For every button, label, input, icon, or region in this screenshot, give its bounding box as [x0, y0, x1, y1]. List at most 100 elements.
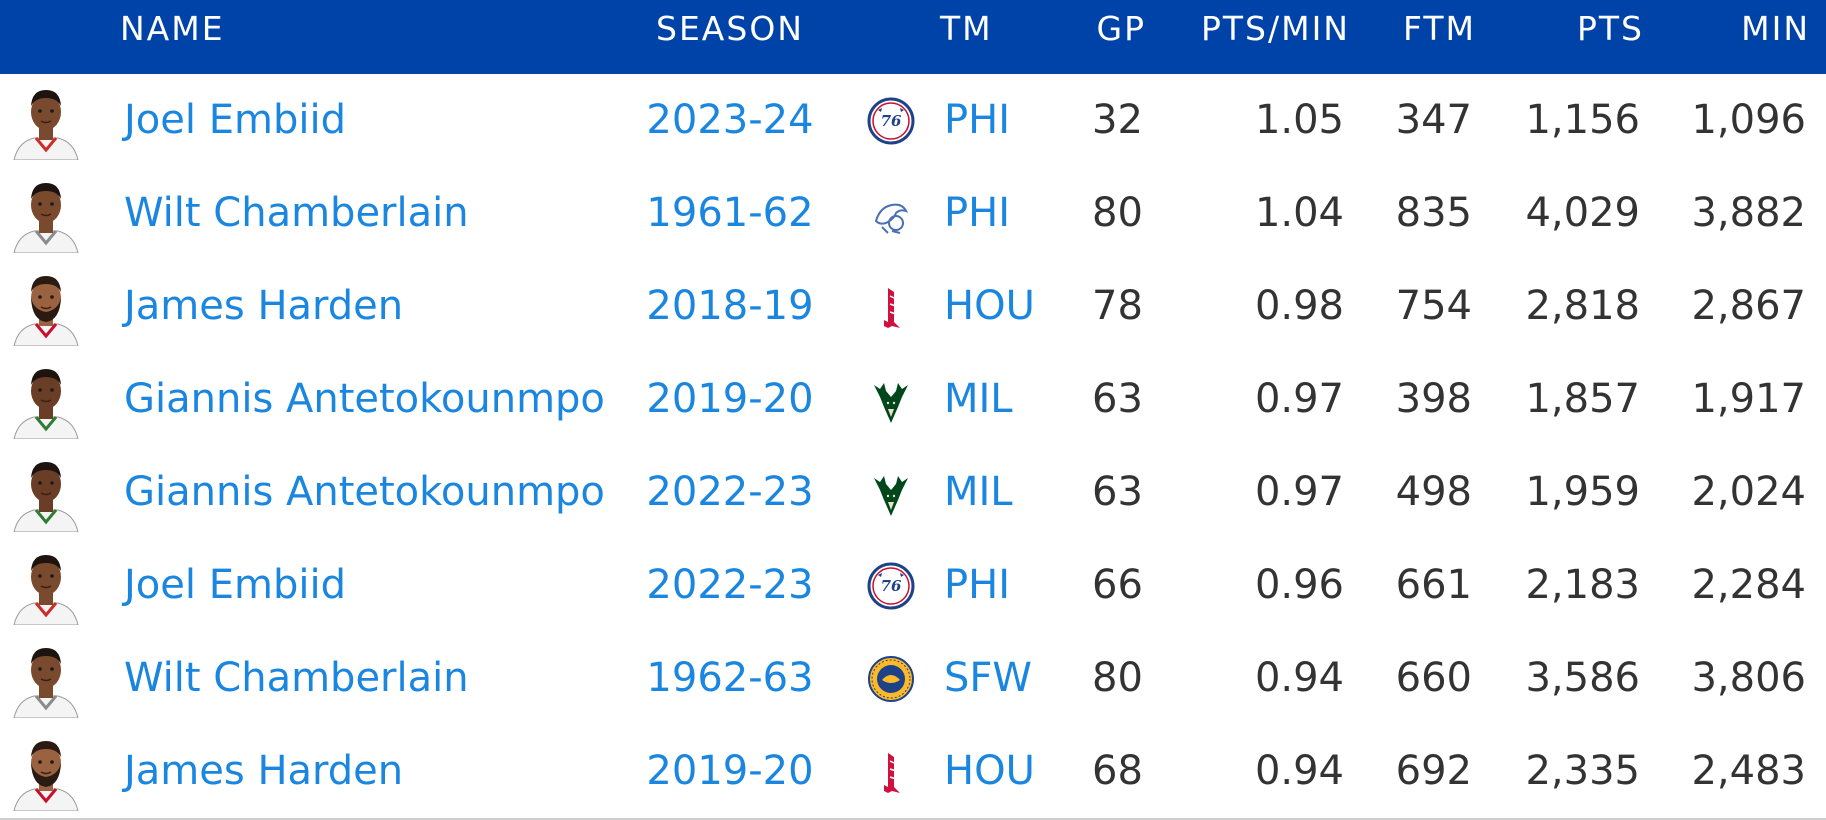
table-row: Giannis Antetokounmpo 2019-20 MIL 63 0.9…	[0, 353, 1826, 448]
pts-per-min-value: 0.94	[1254, 748, 1344, 794]
season-link[interactable]: 2022-23	[646, 469, 814, 515]
ftm-value: 347	[1395, 97, 1472, 143]
team-link[interactable]: PHI	[944, 97, 1010, 143]
player-avatar-icon	[10, 640, 82, 719]
season-link[interactable]: 2023-24	[646, 97, 814, 143]
table-header: NAME SEASON TM GP PTS/MIN FTM PTS MIN	[0, 0, 1826, 74]
table-row: Wilt Chamberlain 1962-63 SFW 80 0.94 660…	[0, 632, 1826, 727]
team-link[interactable]: HOU	[944, 748, 1035, 794]
ftm-value: 661	[1395, 562, 1472, 608]
season-link[interactable]: 1961-62	[646, 190, 814, 236]
pts-per-min-value: 1.05	[1254, 97, 1344, 143]
pts-value: 1,959	[1525, 469, 1640, 515]
player-avatar-icon	[10, 361, 82, 440]
season-link[interactable]: 2018-19	[646, 283, 814, 329]
player-avatar-icon	[10, 268, 82, 347]
gp-value: 80	[1092, 655, 1143, 701]
pts-value: 4,029	[1525, 190, 1640, 236]
ftm-value: 835	[1395, 190, 1472, 236]
team-link[interactable]: MIL	[944, 376, 1013, 422]
gp-value: 78	[1092, 283, 1143, 329]
season-link[interactable]: 2022-23	[646, 562, 814, 608]
table-row: Giannis Antetokounmpo 2022-23 MIL 63 0.9…	[0, 446, 1826, 541]
gp-value: 66	[1092, 562, 1143, 608]
pts-value: 2,335	[1525, 748, 1640, 794]
rockets-logo-icon	[866, 282, 916, 332]
min-value: 1,096	[1691, 97, 1806, 143]
player-avatar-icon	[10, 82, 82, 161]
pts-value: 2,818	[1525, 283, 1640, 329]
team-link[interactable]: PHI	[944, 562, 1010, 608]
pts-value: 2,183	[1525, 562, 1640, 608]
table-row: James Harden 2018-19 HOU 78 0.98 754 2,8…	[0, 260, 1826, 355]
bucks-logo-icon	[866, 375, 916, 425]
min-value: 2,867	[1691, 283, 1806, 329]
player-avatar-icon	[10, 454, 82, 533]
svg-text:76: 76	[881, 577, 902, 595]
table-row: Joel Embiid 2023-24 76 PHI 32 1.05 347 1…	[0, 74, 1826, 169]
76ers-logo-icon: 76	[866, 96, 916, 146]
bucks-logo-icon	[866, 468, 916, 518]
svg-text:76: 76	[881, 112, 902, 130]
col-header-min[interactable]: MIN	[1741, 9, 1810, 48]
ftm-value: 660	[1395, 655, 1472, 701]
table-row: Wilt Chamberlain 1961-62 PHI 80 1.04 835…	[0, 167, 1826, 262]
team-link[interactable]: PHI	[944, 190, 1010, 236]
warriors-vintage-logo-icon	[866, 189, 916, 239]
player-name-link[interactable]: Giannis Antetokounmpo	[124, 376, 605, 422]
pts-value: 3,586	[1525, 655, 1640, 701]
pts-per-min-value: 0.97	[1254, 469, 1344, 515]
gp-value: 80	[1092, 190, 1143, 236]
player-name-link[interactable]: Joel Embiid	[124, 562, 346, 608]
gp-value: 63	[1092, 376, 1143, 422]
min-value: 1,917	[1691, 376, 1806, 422]
pts-per-min-value: 0.94	[1254, 655, 1344, 701]
player-avatar-icon	[10, 733, 82, 812]
player-avatar-icon	[10, 547, 82, 626]
col-header-pts-min[interactable]: PTS/MIN	[1200, 9, 1350, 48]
gp-value: 68	[1092, 748, 1143, 794]
col-header-gp[interactable]: GP	[1096, 9, 1146, 48]
ftm-value: 754	[1395, 283, 1472, 329]
player-name-link[interactable]: Joel Embiid	[124, 97, 346, 143]
season-link[interactable]: 2019-20	[646, 376, 814, 422]
col-header-pts[interactable]: PTS	[1576, 9, 1644, 48]
pts-per-min-value: 1.04	[1254, 190, 1344, 236]
gp-value: 63	[1092, 469, 1143, 515]
rockets-logo-icon	[866, 747, 916, 797]
player-name-link[interactable]: James Harden	[124, 283, 404, 329]
col-header-name[interactable]: NAME	[120, 9, 225, 48]
team-link[interactable]: HOU	[944, 283, 1035, 329]
col-header-ftm[interactable]: FTM	[1402, 9, 1476, 48]
min-value: 3,882	[1691, 190, 1806, 236]
season-link[interactable]: 1962-63	[646, 655, 814, 701]
gp-value: 32	[1092, 97, 1143, 143]
ftm-value: 398	[1395, 376, 1472, 422]
col-header-tm[interactable]: TM	[940, 9, 993, 48]
pts-value: 1,857	[1525, 376, 1640, 422]
min-value: 3,806	[1691, 655, 1806, 701]
team-link[interactable]: MIL	[944, 469, 1013, 515]
pts-per-min-value: 0.97	[1254, 376, 1344, 422]
team-link[interactable]: SFW	[944, 655, 1032, 701]
sf-warriors-logo-icon	[866, 654, 916, 704]
min-value: 2,483	[1691, 748, 1806, 794]
ftm-value: 498	[1395, 469, 1472, 515]
pts-value: 1,156	[1525, 97, 1640, 143]
min-value: 2,024	[1691, 469, 1806, 515]
ftm-value: 692	[1395, 748, 1472, 794]
player-name-link[interactable]: James Harden	[124, 748, 404, 794]
table-row: Joel Embiid 2022-23 76 PHI 66 0.96 661 2…	[0, 539, 1826, 634]
player-name-link[interactable]: Wilt Chamberlain	[124, 655, 469, 701]
player-name-link[interactable]: Giannis Antetokounmpo	[124, 469, 605, 515]
col-header-season[interactable]: SEASON	[656, 9, 804, 48]
pts-per-min-value: 0.96	[1254, 562, 1344, 608]
player-name-link[interactable]: Wilt Chamberlain	[124, 190, 469, 236]
76ers-logo-icon: 76	[866, 561, 916, 611]
player-avatar-icon	[10, 175, 82, 254]
season-link[interactable]: 2019-20	[646, 748, 814, 794]
min-value: 2,284	[1691, 562, 1806, 608]
pts-per-min-value: 0.98	[1254, 283, 1344, 329]
table-row: James Harden 2019-20 HOU 68 0.94 692 2,3…	[0, 725, 1826, 820]
